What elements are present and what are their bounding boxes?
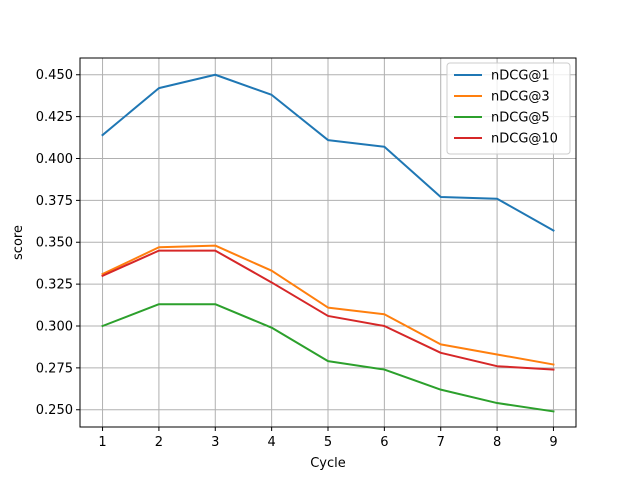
series-line-nDCG-at-1 [101, 73, 555, 232]
x-axis-label: Cycle [310, 456, 346, 471]
x-tick-label: 7 [437, 435, 445, 450]
x-tick-label: 3 [211, 435, 219, 450]
y-tick-label: 0.400 [36, 152, 73, 167]
y-axis-label: score [11, 225, 26, 260]
series-line-nDCG-at-3 [101, 244, 555, 366]
legend-label: nDCG@3 [491, 90, 550, 105]
legend-label: nDCG@1 [491, 69, 550, 84]
x-tick-label: 5 [324, 435, 332, 450]
legend-box [446, 62, 571, 155]
legend: nDCG@1 nDCG@3 nDCG@5 nDCG@10 [446, 62, 571, 155]
y-tick-label: 0.350 [36, 236, 73, 251]
x-tick-label: 2 [155, 435, 163, 450]
y-tick-label: 0.325 [36, 278, 73, 293]
y-tick-label: 0.275 [36, 361, 73, 376]
x-tick-label: 8 [493, 435, 501, 450]
x-tick-label: 1 [98, 435, 106, 450]
x-tick-label: 4 [267, 435, 275, 450]
x-tick-label: 6 [380, 435, 388, 450]
x-axis-ticks: 1 2 3 4 5 6 7 8 9 [98, 427, 558, 450]
legend-label: nDCG@10 [491, 132, 558, 147]
x-tick-label: 9 [549, 435, 557, 450]
y-tick-label: 0.450 [36, 68, 73, 83]
y-axis-ticks: 0.250 0.275 0.300 0.325 0.350 0.375 0.400 0.425… [36, 68, 80, 418]
y-tick-label: 0.375 [36, 194, 73, 209]
series-line-nDCG-at-10 [101, 249, 555, 371]
y-tick-label: 0.300 [36, 319, 73, 334]
series-line-nDCG-at-5 [101, 303, 555, 413]
series-lines [101, 73, 555, 413]
legend-label: nDCG@5 [491, 111, 550, 126]
y-tick-label: 0.425 [36, 110, 73, 125]
y-tick-label: 0.250 [36, 403, 73, 418]
grid [80, 58, 576, 427]
